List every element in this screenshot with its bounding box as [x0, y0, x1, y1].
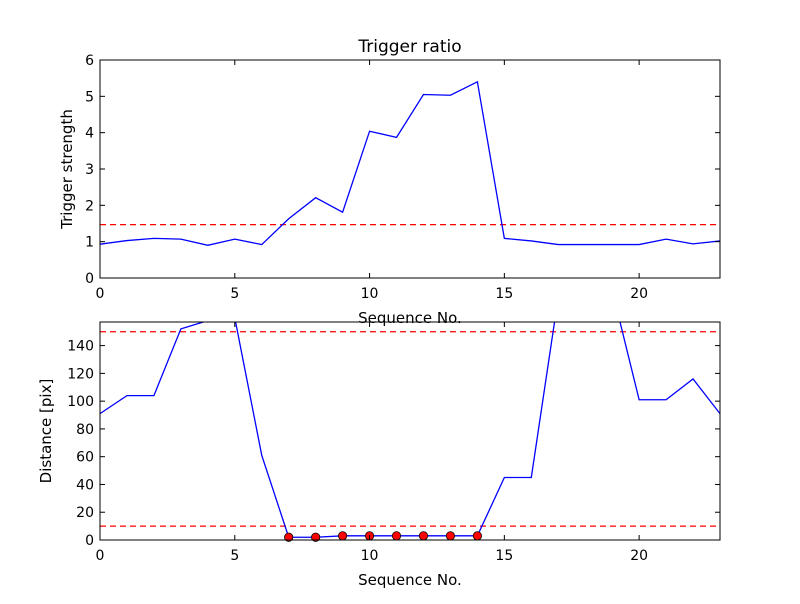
data-point-marker [311, 532, 321, 542]
y-tick-label: 0 [85, 271, 94, 287]
y-tick-label: 3 [85, 162, 94, 178]
data-point-marker [338, 531, 348, 541]
data-point-marker [284, 532, 294, 542]
series-line [100, 80, 720, 246]
x-axis-label: Sequence No. [358, 571, 462, 589]
x-tick-label: 10 [361, 286, 379, 302]
y-tick-label: 0 [85, 533, 94, 549]
chart-title: Trigger ratio [357, 37, 461, 57]
plot-area [100, 80, 720, 246]
x-tick-label: 15 [495, 286, 513, 302]
series-line [100, 322, 720, 538]
y-axis-label: Trigger strength [58, 109, 76, 230]
x-axis-label: Sequence No. [358, 309, 462, 327]
x-tick-label: 0 [96, 548, 105, 564]
data-point-marker [391, 531, 402, 541]
x-tick-label: 0 [96, 286, 105, 302]
x-tick-label: 15 [495, 548, 513, 564]
x-tick-label: 20 [630, 286, 648, 302]
y-tick-label: 140 [67, 339, 94, 355]
y-axis-label: Distance [pix] [37, 379, 55, 484]
y-tick-label: 4 [85, 126, 94, 142]
y-tick-label: 40 [76, 477, 94, 493]
plot-area [100, 322, 720, 538]
x-tick-label: 5 [230, 286, 239, 302]
x-tick-label: 20 [630, 548, 648, 564]
data-point-marker [445, 531, 456, 541]
y-tick-label: 5 [85, 89, 94, 105]
x-tick-label: 5 [230, 548, 239, 564]
y-tick-label: 60 [76, 450, 94, 466]
y-tick-label: 1 [85, 235, 94, 251]
y-tick-label: 120 [67, 366, 94, 382]
y-tick-label: 6 [85, 53, 94, 69]
data-point-marker [472, 531, 482, 541]
y-tick-label: 100 [67, 394, 94, 410]
y-tick-label: 80 [76, 422, 94, 438]
x-tick-label: 10 [361, 548, 379, 564]
data-point-marker [418, 531, 429, 541]
y-tick-label: 20 [76, 505, 94, 521]
axes-frame [99, 321, 721, 541]
y-tick-label: 2 [85, 198, 94, 214]
